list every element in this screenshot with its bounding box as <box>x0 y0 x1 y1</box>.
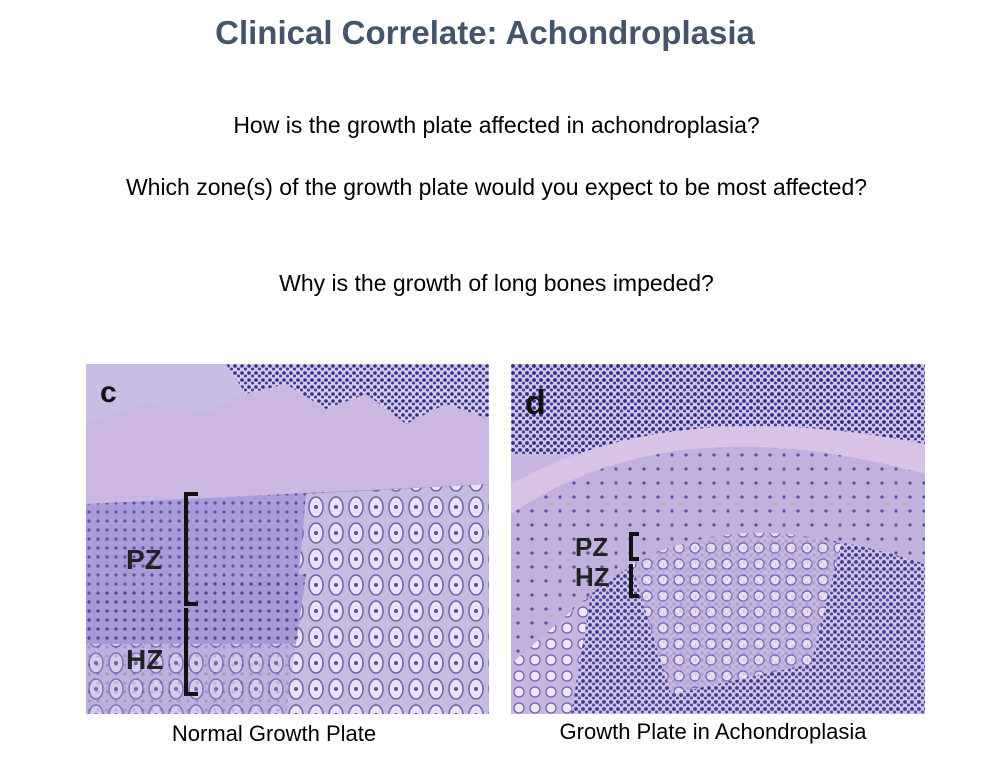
right-hz-label: HZ <box>575 562 610 592</box>
achondroplasia-caption: Growth Plate in Achondroplasia <box>559 719 867 744</box>
question-1: How is the growth plate affected in acho… <box>233 112 760 138</box>
normal-growth-plate-caption: Normal Growth Plate <box>171 721 377 746</box>
slide-title: Clinical Correlate: Achondroplasia <box>215 14 755 51</box>
panel-letter-d: d <box>525 384 546 422</box>
normal-growth-plate-image: c PZ HZ <box>86 364 489 714</box>
left-pz-label: PZ <box>126 544 162 575</box>
question-3: Why is the growth of long bones impeded? <box>279 270 714 296</box>
left-hz-label: HZ <box>126 644 163 675</box>
right-pz-label: PZ <box>575 532 608 562</box>
panel-letter-c: c <box>100 376 117 409</box>
question-2: Which zone(s) of the growth plate would … <box>125 174 868 200</box>
achondroplasia-growth-plate-image: d PZ HZ <box>511 364 925 714</box>
